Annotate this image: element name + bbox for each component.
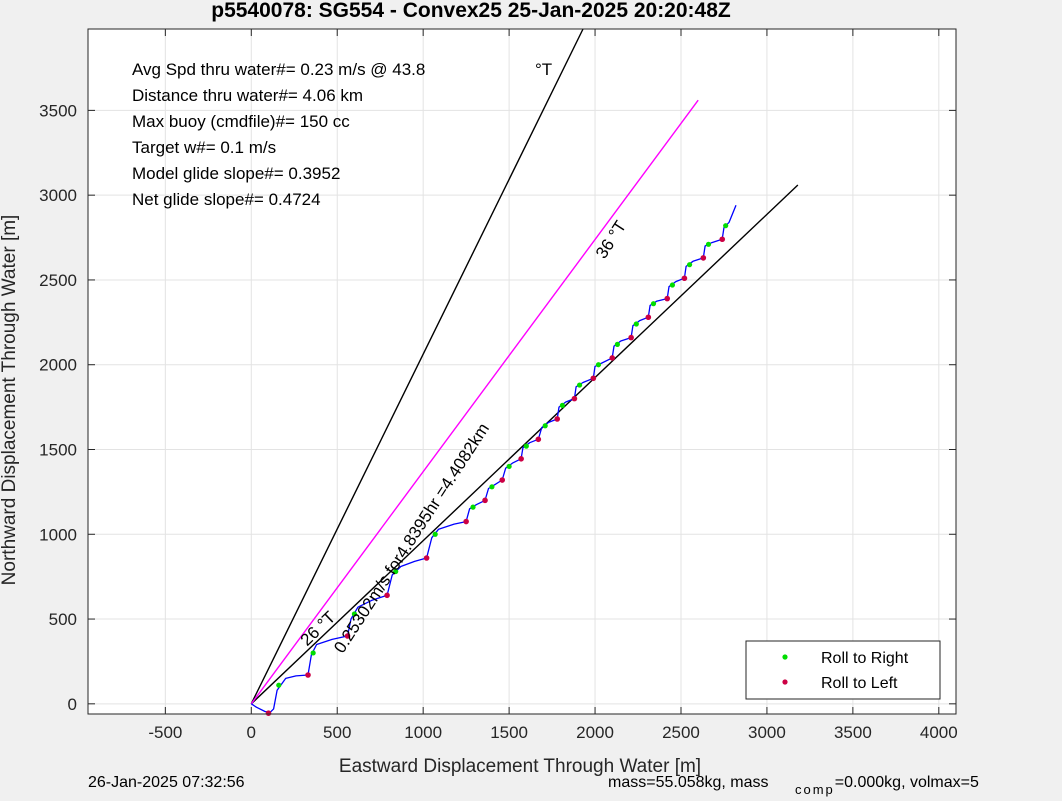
- plot-area: [88, 29, 956, 714]
- roll-left-point: [499, 477, 506, 483]
- roll-right-point: [506, 463, 512, 470]
- legend-marker-roll-left: [782, 679, 788, 685]
- info-line-2: Distance thru water#= 4.06 km: [132, 86, 363, 105]
- roll-right-point: [705, 241, 712, 247]
- x-ticks: -500 0 500 1000 1500 2000 2500 3000 3500 4000: [148, 29, 958, 742]
- info-line-6: Net glide slope#= 0.4724: [132, 190, 321, 209]
- roll-right-point: [489, 484, 495, 490]
- info-line-3: Max buoy (cmdfile)#= 150 cc: [132, 112, 350, 131]
- info-line-5: Model glide slope#= 0.3952: [132, 164, 340, 183]
- x-tick-label: 2000: [576, 723, 614, 742]
- y-tick-label: 3500: [39, 101, 77, 120]
- y-tick-label: 500: [49, 610, 77, 629]
- roll-left-point: [265, 710, 272, 716]
- roll-right-point: [276, 682, 282, 688]
- reference-line-magenta: [250, 99, 699, 705]
- y-ticks: 0 500 1000 1500 2000 2500 3000 3500: [39, 101, 956, 714]
- y-tick-label: 0: [68, 695, 77, 714]
- roll-left-point: [571, 395, 578, 402]
- roll-left-point: [384, 592, 390, 599]
- roll-right-point: [669, 282, 675, 288]
- roll-left-point: [463, 518, 469, 525]
- footer-timestamp: 26-Jan-2025 07:32:56: [88, 774, 245, 791]
- y-tick-label: 1000: [39, 525, 77, 544]
- roll-left-point: [609, 355, 616, 361]
- roll-left-point: [719, 236, 726, 243]
- roll-right-point: [614, 341, 620, 347]
- roll-right-point: [470, 504, 476, 510]
- x-tick-label: 2500: [662, 723, 700, 742]
- roll-left-point: [305, 672, 311, 678]
- legend-marker-roll-right: [782, 654, 788, 660]
- roll-left-point: [423, 555, 430, 561]
- x-tick-label: 1500: [490, 723, 528, 742]
- info-box: Avg Spd thru water#= 0.23 m/s @ 43.8 °T …: [132, 60, 552, 209]
- roll-right-point: [723, 223, 729, 229]
- roll-markers: [265, 223, 729, 716]
- roll-right-point: [432, 531, 438, 537]
- roll-left-point: [344, 633, 351, 639]
- x-tick-label: -500: [148, 723, 182, 742]
- info-line-4: Target w#= 0.1 m/s: [132, 138, 276, 157]
- footer-mass-text: mass=55.058kg, mass: [608, 774, 769, 791]
- roll-right-point: [310, 650, 316, 656]
- x-tick-label: 500: [323, 723, 351, 742]
- footer-comp-subscript: comp: [794, 782, 835, 797]
- x-tick-label: 1000: [404, 723, 442, 742]
- roll-left-point: [535, 436, 542, 443]
- roll-left-point: [590, 375, 597, 382]
- plot-frame: [87, 28, 957, 715]
- y-axis-label: Northward Displacement Through Water [m]: [0, 215, 20, 586]
- legend-box: [745, 640, 941, 700]
- roll-left-point: [645, 314, 652, 321]
- y-tick-label: 1500: [39, 440, 77, 459]
- chart-title: p5540078: SG554 - Convex25 25-Jan-2025 2…: [211, 0, 731, 22]
- roll-right-point: [633, 321, 639, 327]
- y-tick-label: 2500: [39, 271, 77, 290]
- roll-left-point: [518, 456, 524, 462]
- x-tick-label: 4000: [920, 723, 958, 742]
- roll-right-point: [686, 262, 693, 268]
- reference-line-black: [250, 28, 584, 705]
- roll-left-point: [700, 255, 707, 261]
- y-tick-label: 3000: [39, 186, 77, 205]
- roll-left-point: [482, 497, 488, 504]
- footer-mass: mass=55.058kg, mass comp=0.000kg, volmax…: [608, 774, 979, 797]
- roll-left-point: [664, 295, 671, 302]
- footer-volmax-text: =0.000kg, volmax=5: [834, 774, 979, 791]
- info-unit: °T: [535, 60, 552, 79]
- roll-right-point: [595, 362, 602, 368]
- roll-right-point: [576, 382, 583, 388]
- x-tick-label: 3000: [748, 723, 786, 742]
- roll-right-point: [650, 301, 657, 307]
- x-tick-label: 0: [247, 723, 256, 742]
- legend-label-roll-left: Roll to Left: [821, 675, 898, 692]
- roll-left-point: [628, 334, 634, 341]
- roll-right-point: [542, 423, 548, 429]
- legend: Roll to Right Roll to Left: [745, 640, 941, 700]
- y-tick-label: 2000: [39, 356, 77, 375]
- info-line-1: Avg Spd thru water#= 0.23 m/s @ 43.8: [132, 60, 425, 79]
- roll-right-point: [559, 402, 565, 409]
- roll-left-point: [554, 416, 561, 422]
- roll-right-point: [351, 611, 358, 617]
- roll-left-point: [681, 275, 688, 282]
- x-axis-label: Eastward Displacement Through Water [m]: [339, 756, 701, 777]
- roll-right-point: [523, 443, 529, 449]
- legend-label-roll-right: Roll to Right: [821, 650, 909, 667]
- x-tick-label: 3500: [834, 723, 872, 742]
- roll-right-point: [393, 568, 399, 575]
